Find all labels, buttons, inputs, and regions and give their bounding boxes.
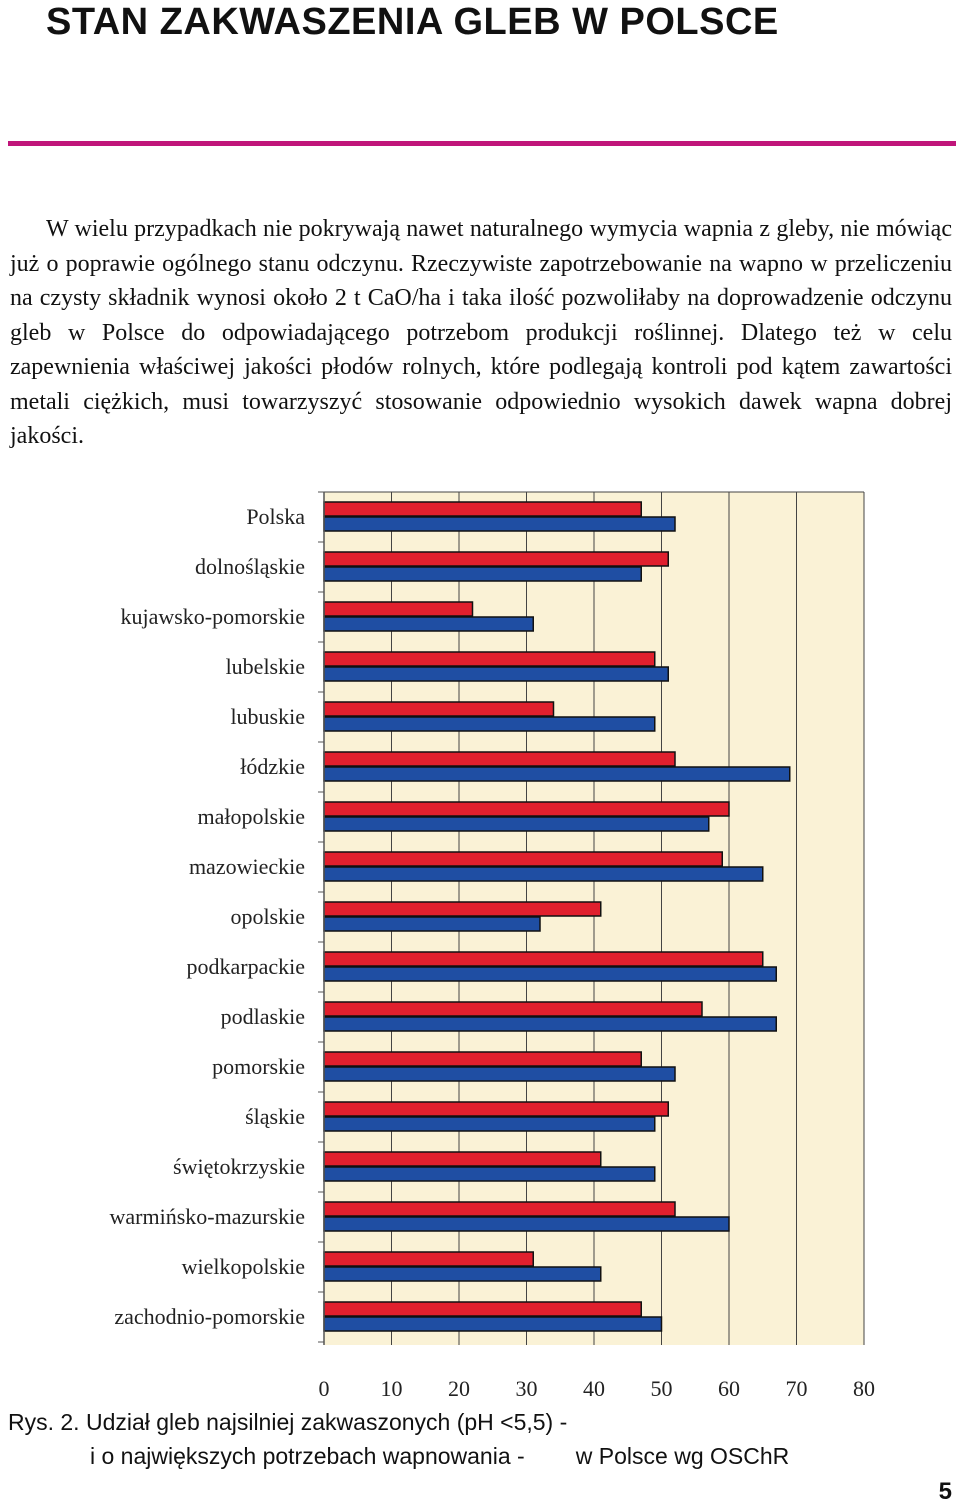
- category-label: opolskie: [230, 904, 305, 929]
- bar: [323, 851, 723, 867]
- bar: [323, 816, 710, 832]
- bar: [323, 551, 669, 567]
- x-tick-label: 10: [381, 1376, 403, 1401]
- x-tick-label: 70: [786, 1376, 808, 1401]
- bar: [323, 1316, 663, 1332]
- bar: [323, 1151, 602, 1167]
- x-tick-label: 20: [448, 1376, 470, 1401]
- acidity-bar-chart: Polska dolnośląskie kujawsko-pomorskie lube…: [110, 491, 876, 1401]
- body-paragraph: W wielu przypadkach nie pokrywają nawet …: [10, 212, 952, 454]
- bar: [323, 966, 777, 982]
- x-tick-labels: 0 10 20 30 40 50 60 70 80: [319, 1376, 876, 1401]
- bar: [323, 951, 764, 967]
- bar: [323, 801, 730, 817]
- bar: [323, 866, 764, 882]
- bar: [323, 716, 656, 732]
- bar: [323, 901, 602, 917]
- chart-axis: [318, 491, 325, 1345]
- bar: [323, 701, 555, 717]
- category-label: śląskie: [245, 1104, 305, 1129]
- bar: [323, 666, 669, 682]
- bar: [323, 1101, 669, 1117]
- bar: [323, 601, 474, 617]
- category-label: podlaskie: [221, 1004, 305, 1029]
- bar: [323, 1016, 777, 1032]
- category-label: lubuskie: [230, 704, 305, 729]
- bar: [323, 651, 656, 667]
- bar: [323, 1166, 656, 1182]
- bar: [323, 1251, 534, 1267]
- bar: [323, 766, 791, 782]
- x-tick-label: 40: [583, 1376, 605, 1401]
- category-label: świętokrzyskie: [173, 1154, 305, 1179]
- bar: [323, 1216, 730, 1232]
- bar: [323, 1301, 642, 1317]
- page-number: 5: [938, 1478, 952, 1505]
- caption-line-2: i o największych potrzebach wapnowania -…: [90, 1443, 790, 1469]
- bar: [323, 751, 676, 767]
- page-title: STAN ZAKWASZENIA GLEB W POLSCE: [46, 1, 779, 43]
- x-tick-label: 80: [853, 1376, 875, 1401]
- category-label: podkarpackie: [187, 954, 306, 979]
- category-label: dolnośląskie: [195, 554, 305, 579]
- x-tick-label: 60: [718, 1376, 740, 1401]
- bar: [323, 566, 642, 582]
- bar: [323, 1201, 676, 1217]
- category-label: kujawsko-pomorskie: [120, 604, 305, 629]
- x-tick-label: 30: [516, 1376, 538, 1401]
- bar: [323, 1066, 676, 1082]
- figure-caption: Rys. 2. Udział gleb najsilniej zakwaszon…: [8, 1405, 789, 1473]
- x-tick-label: 0: [319, 1376, 330, 1401]
- body-paragraph-text: W wielu przypadkach nie pokrywają nawet …: [10, 216, 952, 449]
- bar: [323, 916, 541, 932]
- bar: [323, 1266, 602, 1282]
- category-label: łódzkie: [240, 754, 305, 779]
- bar: [323, 616, 534, 632]
- category-label: małopolskie: [197, 804, 305, 829]
- category-label: warmińsko-mazurskie: [110, 1204, 306, 1229]
- title-divider: [8, 141, 956, 146]
- bar: [323, 1051, 642, 1067]
- bar: [323, 516, 676, 532]
- x-tick-label: 50: [651, 1376, 673, 1401]
- bar: [323, 501, 642, 517]
- category-labels: Polska dolnośląskie kujawsko-pomorskie lube…: [110, 504, 306, 1329]
- bar: [323, 1116, 656, 1132]
- category-label: mazowieckie: [189, 854, 305, 879]
- category-label: wielkopolskie: [182, 1254, 305, 1279]
- category-label: lubelskie: [226, 654, 305, 679]
- category-label: Polska: [246, 504, 305, 529]
- bar: [323, 1001, 703, 1017]
- category-label: zachodnio-pomorskie: [114, 1304, 305, 1329]
- caption-line-1: Rys. 2. Udział gleb najsilniej zakwaszon…: [8, 1409, 568, 1435]
- category-label: pomorskie: [212, 1054, 305, 1079]
